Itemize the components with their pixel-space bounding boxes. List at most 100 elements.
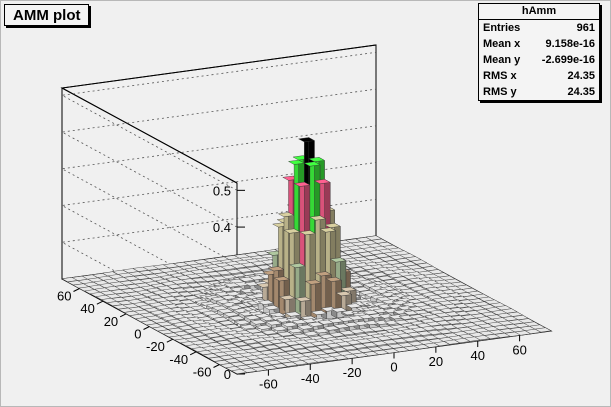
- lego-bar-top: [216, 308, 235, 314]
- lego-bar-top: [392, 276, 410, 282]
- lego-bar-top: [302, 331, 320, 337]
- stats-label: Mean y: [483, 54, 521, 66]
- lego-bar-top: [294, 296, 312, 302]
- lego-bar-top: [218, 320, 236, 326]
- stats-label: Mean x: [483, 38, 521, 50]
- stats-label: RMS y: [483, 86, 517, 98]
- y-tick: [143, 326, 150, 330]
- lego-bar-top: [276, 331, 294, 337]
- lego-bar-top: [315, 344, 333, 350]
- lego-bar-top: [249, 319, 267, 325]
- lego-bar-top: [237, 345, 255, 351]
- x-tick-label: 20: [429, 354, 443, 369]
- lego-bar-top: [287, 159, 305, 165]
- lego-bar-top: [325, 276, 343, 282]
- lego-bar-top: [278, 295, 296, 301]
- x-tick-label: 0: [390, 360, 397, 375]
- lego-bar-top: [194, 335, 212, 341]
- y-tick-label: 20: [104, 314, 118, 329]
- stats-value: 961: [576, 22, 595, 34]
- lego-bar-top: [257, 340, 275, 346]
- stats-name: hAmm: [479, 4, 599, 20]
- y-tick: [213, 364, 220, 368]
- lego-bar-top: [304, 346, 323, 352]
- lego-bar-top: [345, 303, 363, 309]
- stats-row-mean-y: Mean y -2.699e-16: [479, 52, 599, 68]
- y-tick-label: -40: [169, 352, 188, 367]
- lego-bar-top: [294, 348, 312, 354]
- lego-bar-top: [309, 215, 327, 221]
- lego-bar-top: [223, 323, 241, 329]
- lego-bar-top: [267, 266, 285, 272]
- y-tick: [189, 351, 197, 356]
- lego-bar-top: [330, 347, 348, 352]
- lego-bar-top: [310, 310, 328, 316]
- lego-bar-top: [239, 324, 257, 330]
- x-tick-label: -60: [259, 377, 278, 392]
- lego-bar-top: [349, 266, 367, 272]
- z-gridline: [60, 88, 377, 228]
- stats-box[interactable]: hAmm Entries 961 Mean x 9.158e-16 Mean y…: [478, 3, 600, 101]
- stats-label: Entries: [483, 22, 521, 34]
- plot-title[interactable]: AMM plot: [4, 4, 90, 26]
- lego-bar-top: [323, 223, 341, 228]
- stats-value: 24.35: [567, 70, 595, 82]
- x-tick-label: -20: [343, 365, 362, 380]
- lego-bar-top: [271, 363, 289, 369]
- lego-bar-top: [355, 270, 373, 276]
- lego-bar-top: [239, 359, 257, 365]
- lego-bar-top: [183, 328, 201, 334]
- lego-bar-top: [394, 258, 412, 264]
- z-tick-label: 0.5: [213, 183, 231, 198]
- lego-bar-top: [273, 276, 291, 282]
- y-tick: [119, 313, 127, 318]
- lego-bar-top: [265, 320, 283, 326]
- lego-bar-top: [281, 322, 299, 328]
- lego-bar-top: [241, 339, 259, 345]
- lego-bar-top: [304, 279, 322, 285]
- lego-bar-top: [257, 299, 275, 305]
- y-tick-label: -60: [193, 365, 212, 380]
- y-tick: [166, 338, 174, 343]
- stats-row-entries: Entries 961: [479, 20, 599, 36]
- lego-bar-top: [303, 161, 321, 167]
- stats-value: 24.35: [567, 86, 595, 98]
- lego-bar-top: [188, 331, 206, 337]
- lego-bar-top: [339, 286, 357, 292]
- lego-bar-top: [233, 319, 251, 325]
- lego-bar-top: [215, 340, 234, 346]
- lego-bar-top: [255, 361, 273, 367]
- lego-bar-top: [312, 328, 330, 334]
- stats-label: RMS x: [483, 70, 517, 82]
- lego-bar-top: [286, 328, 304, 334]
- lego-bar-top: [210, 336, 228, 342]
- lego-bar-top: [288, 263, 307, 268]
- lego-bar-top: [283, 228, 301, 234]
- lego-bar-top: [297, 137, 316, 143]
- y-tick: [73, 288, 80, 292]
- lego-bar-top: [222, 311, 240, 317]
- lego-bar-top: [335, 291, 353, 297]
- y-tick-label: -20: [146, 339, 165, 354]
- stats-value: 9.158e-16: [545, 38, 595, 50]
- lego-bar-top: [388, 314, 406, 320]
- lego-bar-top: [245, 328, 263, 334]
- x-tick-label: 60: [512, 342, 526, 357]
- lego-bar-top: [308, 157, 326, 162]
- lego-bar-top: [279, 346, 297, 352]
- lego-bar-top: [243, 315, 262, 320]
- lego-bar-top: [271, 326, 289, 332]
- lego-bar-top: [320, 348, 338, 354]
- lego-bar-top: [293, 181, 311, 187]
- lego-bar-top: [362, 309, 380, 315]
- y-tick-label: 0: [134, 327, 141, 342]
- lego-bar-top: [319, 227, 337, 233]
- lego-bar-top: [307, 321, 325, 327]
- lego-bar-top: [255, 324, 273, 330]
- lego-bar-top: [376, 275, 394, 281]
- lego-bar-top: [371, 271, 389, 277]
- lego-bar-top: [506, 311, 524, 317]
- z-tick-label: 0.4: [213, 220, 231, 235]
